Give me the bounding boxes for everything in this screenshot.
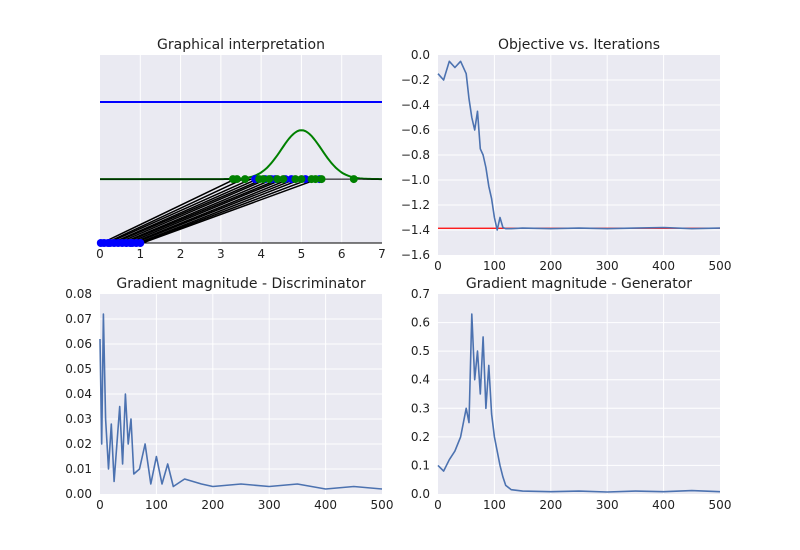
x-tick-label: 1 [136, 247, 144, 261]
x-tick-label: 100 [145, 498, 168, 512]
chart-objective-vs-iterations: 0 100 200 300 400 500 0.0 −0.2 −0.4 −0.6 −0.8 −1.0 −… [401, 37, 732, 273]
x-tick-label: 0 [96, 247, 104, 261]
y-tick-label: 0.08 [65, 287, 92, 301]
x-tick-label: 200 [539, 498, 562, 512]
mapping-line [131, 178, 290, 244]
x-tick-label: 0 [434, 498, 442, 512]
x-tick-label: 500 [709, 259, 732, 273]
y-tick-label: 0.5 [411, 344, 430, 358]
x-tick-label: 500 [371, 498, 394, 512]
x-tick-label: 300 [596, 259, 619, 273]
x-tick-label: 400 [652, 498, 675, 512]
green-point [317, 175, 326, 184]
y-tick-label: 0.02 [65, 437, 92, 451]
green-point [297, 175, 306, 184]
y-tick-label: 0.07 [65, 312, 92, 326]
x-tick-label: 200 [201, 498, 224, 512]
y-tick-label: 0.7 [411, 287, 430, 301]
y-tick-label: 0.03 [65, 412, 92, 426]
green-point [265, 175, 274, 184]
mapping-line [117, 178, 268, 244]
green-point [259, 175, 268, 184]
y-tick-label: −0.8 [401, 148, 430, 162]
chart-title: Graphical interpretation [157, 37, 325, 53]
mapping-line [111, 178, 258, 244]
series-line [437, 60, 721, 231]
green-point [232, 175, 241, 184]
chart-graphical-interpretation: 0 1 2 3 4 5 6 7 Graphical interpretation [96, 37, 386, 261]
x-tick-label: 4 [257, 247, 265, 261]
y-tick-label: −0.4 [401, 98, 430, 112]
chart-gradient-discriminator: 0 100 200 300 400 500 0.00 0.01 0.02 0.03 0.04 0.05… [65, 276, 393, 512]
y-tick-label: 0.04 [65, 387, 92, 401]
x-tick-label: 6 [338, 247, 346, 261]
green-point [273, 175, 282, 184]
x-tick-label: 7 [378, 247, 386, 261]
x-tick-label: 0 [96, 498, 104, 512]
x-tick-label: 100 [483, 498, 506, 512]
mapping-line [140, 178, 310, 244]
y-tick-label: 0.3 [411, 401, 430, 415]
mapping-line [105, 178, 244, 244]
x-tick-label: 400 [652, 259, 675, 273]
green-point [291, 175, 300, 184]
mapping-line [127, 178, 284, 244]
mapping-line [142, 178, 318, 244]
chart-title: Gradient magnitude - Discriminator [116, 276, 365, 292]
mapping-line [113, 178, 264, 244]
x-tick-label: 2 [177, 247, 185, 261]
y-tick-label: 0.05 [65, 362, 92, 376]
y-tick-label: 0.0 [411, 48, 430, 62]
mapping-line [137, 178, 302, 244]
plot-area [100, 55, 382, 243]
x-tick-label: 300 [596, 498, 619, 512]
y-tick-label: 0.00 [65, 487, 92, 501]
y-tick-label: 0.2 [411, 430, 430, 444]
x-tick-label: 3 [217, 247, 225, 261]
y-tick-label: −0.2 [401, 73, 430, 87]
x-tick-label: 300 [258, 498, 281, 512]
x-tick-label: 400 [314, 498, 337, 512]
mapping-line [101, 178, 236, 244]
y-tick-label: 0.6 [411, 316, 430, 330]
mapping-line [121, 178, 274, 244]
green-point [279, 175, 288, 184]
y-tick-label: −1.0 [401, 173, 430, 187]
y-tick-label: −0.6 [401, 123, 430, 137]
x-tick-label: 200 [539, 259, 562, 273]
y-tick-label: 0.01 [65, 462, 92, 476]
x-tick-label: 0 [434, 259, 442, 273]
mapping-line [107, 178, 252, 244]
green-point [349, 175, 358, 184]
y-tick-label: −1.2 [401, 198, 430, 212]
y-tick-label: 0.1 [411, 458, 430, 472]
mapping-line [133, 178, 296, 244]
y-tick-label: 0.0 [411, 487, 430, 501]
series-line [99, 313, 383, 490]
green-point [311, 175, 320, 184]
y-tick-label: 0.06 [65, 337, 92, 351]
blue-point [136, 239, 145, 247]
chart-title: Objective vs. Iterations [498, 37, 660, 53]
chart-gradient-generator: 0 100 200 300 400 500 0.0 0.1 0.2 0.3 0.4 0.5 0.6 0.7… [411, 276, 732, 512]
x-tick-label: 500 [709, 498, 732, 512]
chart-title: Gradient magnitude - Generator [466, 276, 692, 292]
green-point [241, 175, 250, 184]
mapping-line [123, 178, 280, 244]
x-tick-label: 100 [483, 259, 506, 273]
y-tick-label: 0.4 [411, 373, 430, 387]
y-tick-label: −1.6 [401, 248, 430, 262]
x-tick-label: 5 [298, 247, 306, 261]
series-line [437, 313, 721, 493]
y-tick-label: −1.4 [401, 223, 430, 237]
